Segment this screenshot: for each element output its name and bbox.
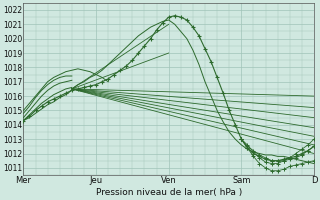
X-axis label: Pression niveau de la mer( hPa ): Pression niveau de la mer( hPa ) <box>96 188 242 197</box>
